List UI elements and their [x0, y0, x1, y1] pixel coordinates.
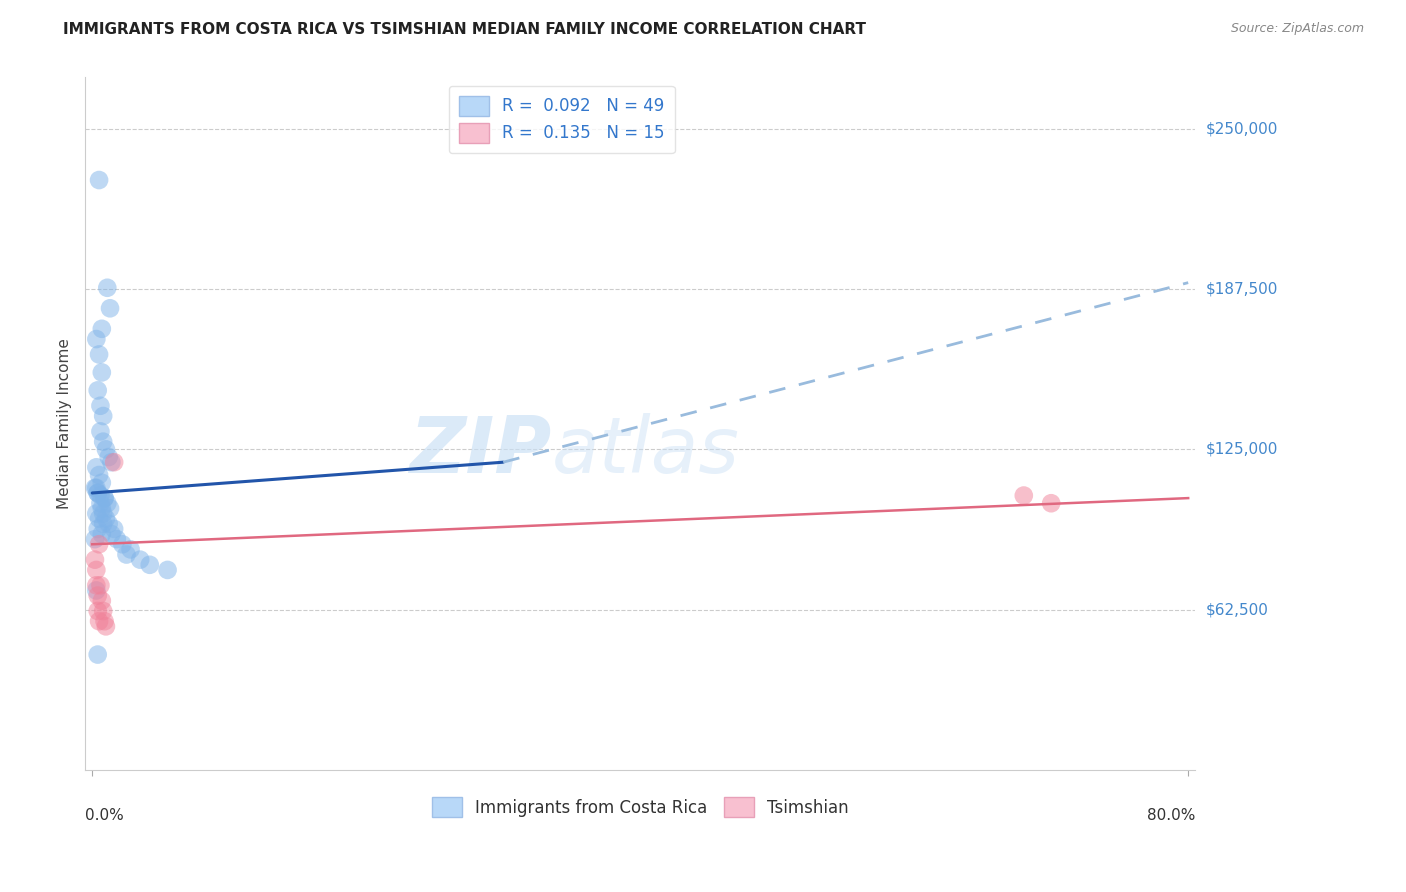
Text: 0.0%: 0.0%	[86, 808, 124, 823]
Point	[91, 604, 114, 618]
Point	[1012, 489, 1035, 503]
Point	[1040, 496, 1063, 510]
Point	[86, 578, 108, 592]
Point	[87, 347, 110, 361]
Point	[89, 578, 111, 592]
Point	[87, 173, 110, 187]
Point	[105, 532, 128, 546]
Text: 80.0%: 80.0%	[1147, 808, 1195, 823]
Text: $250,000: $250,000	[1206, 121, 1278, 136]
Point	[96, 496, 118, 510]
Point	[86, 563, 108, 577]
Point	[90, 501, 112, 516]
Point	[94, 442, 117, 457]
Point	[86, 486, 108, 500]
Text: atlas: atlas	[551, 413, 740, 490]
Point	[97, 516, 120, 531]
Text: Source: ZipAtlas.com: Source: ZipAtlas.com	[1230, 22, 1364, 36]
Point	[86, 384, 108, 398]
Text: $187,500: $187,500	[1206, 282, 1278, 296]
Point	[97, 450, 120, 464]
Point	[129, 552, 152, 566]
Point	[156, 563, 179, 577]
Point	[94, 619, 117, 633]
Point	[84, 532, 107, 546]
Point	[139, 558, 162, 572]
Point	[91, 434, 114, 449]
Point	[89, 399, 111, 413]
Point	[91, 507, 114, 521]
Point	[103, 522, 125, 536]
Point	[90, 593, 112, 607]
Point	[86, 481, 108, 495]
Point	[96, 281, 118, 295]
Point	[100, 455, 122, 469]
Point	[84, 481, 107, 495]
Point	[86, 583, 108, 598]
Point	[98, 301, 121, 316]
Point	[90, 366, 112, 380]
Legend: Immigrants from Costa Rica, Tsimshian: Immigrants from Costa Rica, Tsimshian	[425, 790, 855, 824]
Point	[86, 486, 108, 500]
Text: $62,500: $62,500	[1206, 602, 1270, 617]
Point	[93, 491, 115, 505]
Point	[86, 648, 108, 662]
Point	[89, 425, 111, 439]
Point	[86, 460, 108, 475]
Point	[91, 409, 114, 423]
Point	[84, 552, 107, 566]
Point	[93, 614, 115, 628]
Point	[87, 468, 110, 483]
Point	[87, 614, 110, 628]
Point	[86, 332, 108, 346]
Point	[86, 507, 108, 521]
Point	[91, 516, 114, 531]
Point	[103, 455, 125, 469]
Point	[86, 589, 108, 603]
Y-axis label: Median Family Income: Median Family Income	[58, 338, 72, 509]
Point	[86, 522, 108, 536]
Point	[86, 604, 108, 618]
Text: ZIP: ZIP	[409, 413, 551, 490]
Point	[111, 537, 134, 551]
Text: $125,000: $125,000	[1206, 442, 1278, 457]
Point	[100, 527, 122, 541]
Point	[89, 489, 111, 503]
Text: IMMIGRANTS FROM COSTA RICA VS TSIMSHIAN MEDIAN FAMILY INCOME CORRELATION CHART: IMMIGRANTS FROM COSTA RICA VS TSIMSHIAN …	[63, 22, 866, 37]
Point	[93, 491, 115, 505]
Point	[98, 501, 121, 516]
Point	[87, 537, 110, 551]
Point	[120, 542, 142, 557]
Point	[90, 475, 112, 490]
Point	[90, 322, 112, 336]
Point	[94, 511, 117, 525]
Point	[90, 527, 112, 541]
Point	[89, 496, 111, 510]
Point	[87, 511, 110, 525]
Point	[115, 548, 138, 562]
